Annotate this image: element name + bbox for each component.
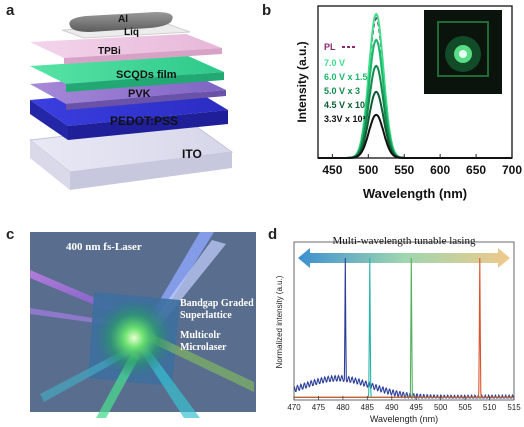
label-liq: Liq xyxy=(124,27,139,38)
lasing-peak-3 xyxy=(294,257,514,398)
spectrum-curve-5 xyxy=(318,113,512,159)
panel-label-a: a xyxy=(6,2,15,19)
superlattice-label-line2: Superlattice xyxy=(180,310,232,321)
x-tick-label: 650 xyxy=(466,163,486,177)
x-tick-label: 475 xyxy=(312,403,326,412)
label-pvk: PVK xyxy=(128,88,151,100)
x-tick-label: 480 xyxy=(336,403,350,412)
device-stack-diagram: Al Liq TPBi SCQDs film PVK PEDOT:PSS ITO xyxy=(28,12,234,190)
y-axis-label: Normalized intensity (a.u.) xyxy=(275,275,284,368)
lasing-spectra-chart: Multi-wavelength tunable lasing 470 475 48… xyxy=(275,235,521,424)
x-tick-label: 500 xyxy=(358,163,378,177)
x-tick-label: 450 xyxy=(322,163,342,177)
y-axis-label: Intensity (a.u.) xyxy=(295,41,309,122)
tunable-arrow xyxy=(298,248,510,268)
laser-schematic: 400 nm fs-Laser Bandgap Graded Superlatt… xyxy=(30,232,256,418)
superlattice-label-line1: Bandgap Graded xyxy=(180,298,254,309)
x-tick-label: 495 xyxy=(410,403,424,412)
x-tick-label: 510 xyxy=(483,403,497,412)
label-scqds: SCQDs film xyxy=(116,69,177,81)
layer-tpbi xyxy=(30,34,222,64)
x-tick-label: 470 xyxy=(287,403,301,412)
device-photo-inset xyxy=(424,10,502,94)
plot-frame xyxy=(293,241,515,401)
x-tick-label: 490 xyxy=(385,403,399,412)
label-tpbi: TPBi xyxy=(98,46,121,57)
legend-4-5v: 4.5 V x 10 xyxy=(324,100,365,110)
lasing-glow xyxy=(94,298,174,378)
microlaser-label-line1: Multicolr xyxy=(180,330,221,341)
lasing-peak-0 xyxy=(293,257,515,400)
legend-6v: 6.0 V x 1.5 xyxy=(324,72,368,82)
x-tick-label: 485 xyxy=(361,403,375,412)
x-tick-label: 515 xyxy=(507,403,521,412)
el-spectra-chart: 450 500 550 600 650 700 PL 7.0 V 6.0 V x 1.5 … xyxy=(295,5,522,201)
label-al: Al xyxy=(118,14,128,25)
x-tick-label: 600 xyxy=(430,163,450,177)
legend-5v: 5.0 V x 3 xyxy=(324,86,360,96)
x-tick-label: 550 xyxy=(394,163,414,177)
legend-3-3v: 3.3V x 10³ xyxy=(324,114,366,124)
laser-label: 400 nm fs-Laser xyxy=(66,241,142,253)
microlaser-label-line2: Microlaser xyxy=(180,342,227,353)
panel-label-d: d xyxy=(268,226,278,243)
legend-7v: 7.0 V xyxy=(324,58,345,68)
panel-label-b: b xyxy=(262,2,272,19)
x-axis-label: Wavelength (nm) xyxy=(370,414,438,424)
tunable-lasing-banner: Multi-wavelength tunable lasing xyxy=(333,235,476,247)
layer-al xyxy=(69,12,173,32)
x-tick-label: 505 xyxy=(458,403,472,412)
x-tick-label: 700 xyxy=(502,163,522,177)
x-axis-label: Wavelength (nm) xyxy=(363,186,467,201)
x-tick-label: 500 xyxy=(434,403,448,412)
panel-label-c: c xyxy=(6,226,15,243)
label-ito: ITO xyxy=(182,147,202,161)
legend-pl: PL xyxy=(324,42,336,52)
chart-legend: PL 7.0 V 6.0 V x 1.5 5.0 V x 3 4.5 V x 1… xyxy=(324,42,368,124)
label-pedot: PEDOT:PSS xyxy=(110,114,178,128)
